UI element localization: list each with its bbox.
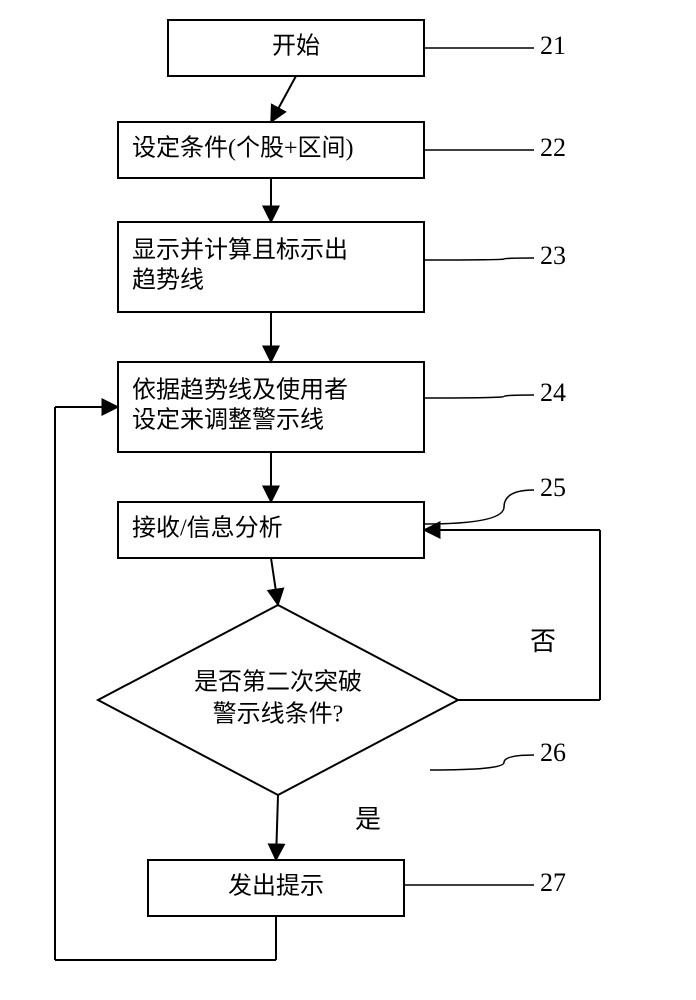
- node-text: 开始: [272, 33, 320, 60]
- step-label-l27: 27: [540, 868, 566, 897]
- branch-label-yes: 是: [355, 805, 381, 834]
- step-label-l24: 24: [540, 378, 566, 407]
- node-text: 设定条件(个股+区间): [132, 135, 354, 162]
- step-label-l25: 25: [540, 473, 566, 502]
- node-text: 警示线条件?: [213, 701, 344, 728]
- branch-label-no: 否: [530, 627, 556, 656]
- step-label-l22: 22: [540, 133, 566, 162]
- step-label-l23: 23: [540, 241, 566, 270]
- flow-arrow: [271, 558, 278, 605]
- node-text: 显示并计算且标示出: [132, 237, 348, 264]
- node-text: 依据趋势线及使用者: [132, 377, 348, 404]
- flow-arrow: [276, 795, 278, 860]
- flow-node-n24: 依据趋势线及使用者设定来调整警示线: [118, 362, 424, 452]
- node-text: 发出提示: [228, 873, 324, 900]
- flow-node-n26: 是否第二次突破警示线条件?: [98, 605, 458, 795]
- node-text: 设定来调整警示线: [132, 407, 324, 434]
- leader-line: [430, 755, 534, 770]
- node-text: 是否第二次突破: [194, 669, 362, 696]
- flow-node-n21: 开始: [168, 20, 424, 76]
- node-text: 接收/信息分析: [132, 515, 283, 542]
- step-label-l21: 21: [540, 31, 566, 60]
- node-text: 趋势线: [132, 267, 204, 294]
- step-label-l26: 26: [540, 738, 566, 767]
- leader-line: [424, 395, 534, 398]
- flow-node-n27: 发出提示: [148, 860, 404, 916]
- leader-line: [424, 258, 534, 260]
- flow-node-n25: 接收/信息分析: [118, 502, 424, 558]
- flow-node-n22: 设定条件(个股+区间): [118, 122, 424, 178]
- flow-arrow: [271, 76, 296, 122]
- flow-node-n23: 显示并计算且标示出趋势线: [118, 222, 424, 312]
- leader-line: [424, 490, 534, 524]
